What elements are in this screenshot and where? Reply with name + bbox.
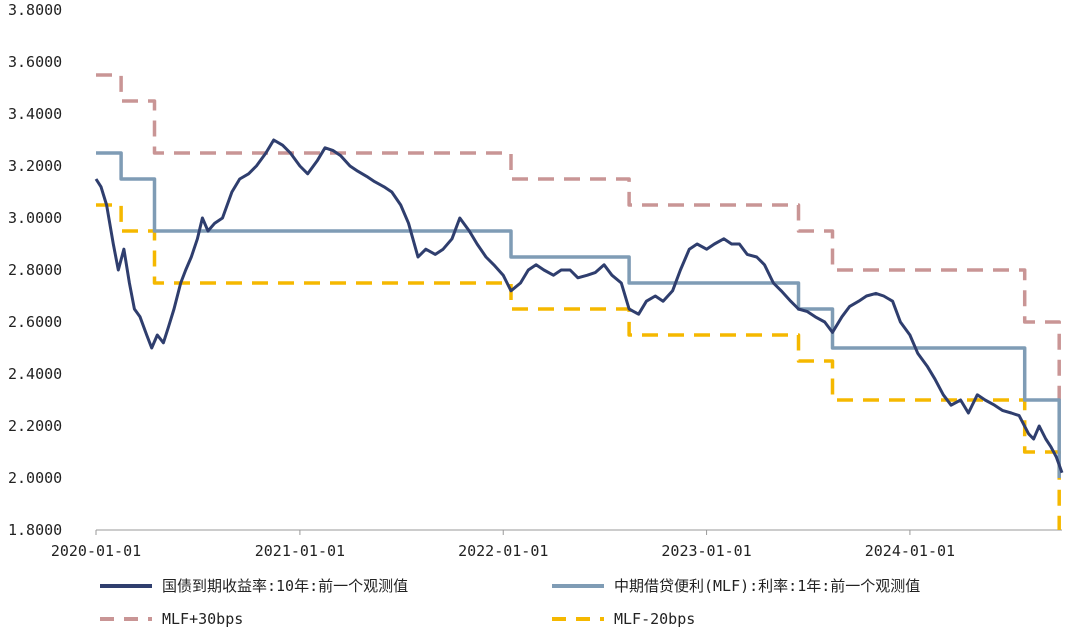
y-tick-label: 3.6000 [8, 53, 62, 71]
x-tick-label: 2020-01-01 [51, 542, 141, 560]
x-tick-label: 2022-01-01 [458, 542, 548, 560]
y-tick-label: 2.8000 [8, 261, 62, 279]
y-tick-label: 2.2000 [8, 417, 62, 435]
y-tick-label: 3.8000 [8, 1, 62, 19]
series-line-2 [96, 73, 1061, 400]
y-tick-label: 3.0000 [8, 209, 62, 227]
y-tick-label: 1.8000 [8, 521, 62, 539]
legend-label-1: 中期借贷便利(MLF):利率:1年:前一个观测值 [614, 577, 920, 595]
x-tick-label: 2021-01-01 [255, 542, 345, 560]
y-axis-ticks: 1.8000 2.0000 2.2000 2.4000 2.6000 2.8000 3.00… [8, 1, 62, 539]
x-tick-label: 2024-01-01 [865, 542, 955, 560]
y-tick-label: 3.4000 [8, 105, 62, 123]
series-line-0 [94, 138, 1064, 474]
y-tick-label: 2.4000 [8, 365, 62, 383]
legend-label-2: MLF+30bps [162, 610, 243, 628]
series-line-3 [96, 203, 1061, 530]
series-line-1 [96, 151, 1061, 478]
y-tick-label: 2.6000 [8, 313, 62, 331]
x-tick-label: 2023-01-01 [661, 542, 751, 560]
legend: 国债到期收益率:10年:前一个观测值 中期借贷便利(MLF):利率:1年:前一个观… [100, 577, 920, 628]
y-tick-label: 3.2000 [8, 157, 62, 175]
y-tick-label: 2.0000 [8, 469, 62, 487]
series-group [94, 73, 1064, 530]
legend-label-3: MLF-20bps [614, 610, 695, 628]
x-axis: 2020-01-01 2021-01-01 2022-01-01 2023-01-01… [51, 529, 1062, 560]
legend-label-0: 国债到期收益率:10年:前一个观测值 [162, 577, 408, 595]
